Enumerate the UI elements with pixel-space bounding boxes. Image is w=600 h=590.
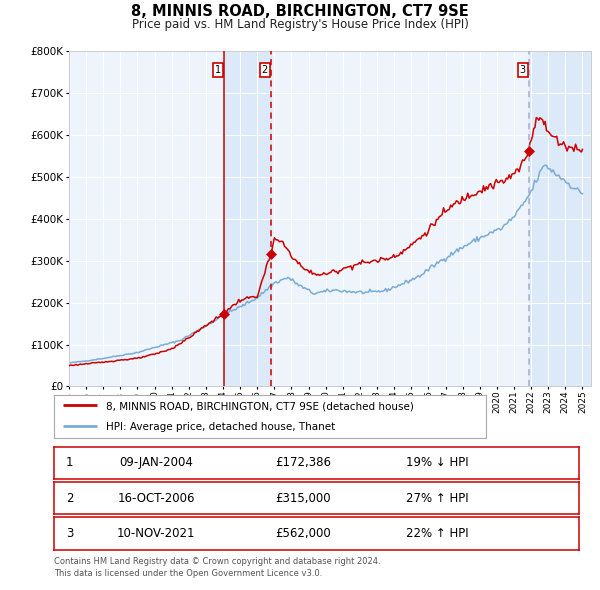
Text: 19% ↓ HPI: 19% ↓ HPI [406,456,469,470]
Text: Contains HM Land Registry data © Crown copyright and database right 2024.: Contains HM Land Registry data © Crown c… [54,557,380,566]
Text: 2: 2 [262,65,268,75]
Text: 3: 3 [520,65,526,75]
Text: 09-JAN-2004: 09-JAN-2004 [119,456,193,470]
Text: This data is licensed under the Open Government Licence v3.0.: This data is licensed under the Open Gov… [54,569,322,578]
Text: 10-NOV-2021: 10-NOV-2021 [117,527,196,540]
Text: 1: 1 [214,65,221,75]
Text: 1: 1 [66,456,74,470]
Text: £562,000: £562,000 [275,527,331,540]
Text: £315,000: £315,000 [275,491,331,505]
Text: 22% ↑ HPI: 22% ↑ HPI [406,527,469,540]
Text: 8, MINNIS ROAD, BIRCHINGTON, CT7 9SE (detached house): 8, MINNIS ROAD, BIRCHINGTON, CT7 9SE (de… [106,402,414,412]
Bar [529,51,591,386]
Text: 2: 2 [66,491,74,505]
Text: HPI: Average price, detached house, Thanet: HPI: Average price, detached house, Than… [106,422,335,432]
Bar [224,51,271,386]
Text: £172,386: £172,386 [275,456,331,470]
Text: Price paid vs. HM Land Registry's House Price Index (HPI): Price paid vs. HM Land Registry's House … [131,18,469,31]
Text: 3: 3 [66,527,73,540]
Text: 16-OCT-2006: 16-OCT-2006 [118,491,195,505]
Text: 27% ↑ HPI: 27% ↑ HPI [406,491,469,505]
Text: 8, MINNIS ROAD, BIRCHINGTON, CT7 9SE: 8, MINNIS ROAD, BIRCHINGTON, CT7 9SE [131,4,469,19]
